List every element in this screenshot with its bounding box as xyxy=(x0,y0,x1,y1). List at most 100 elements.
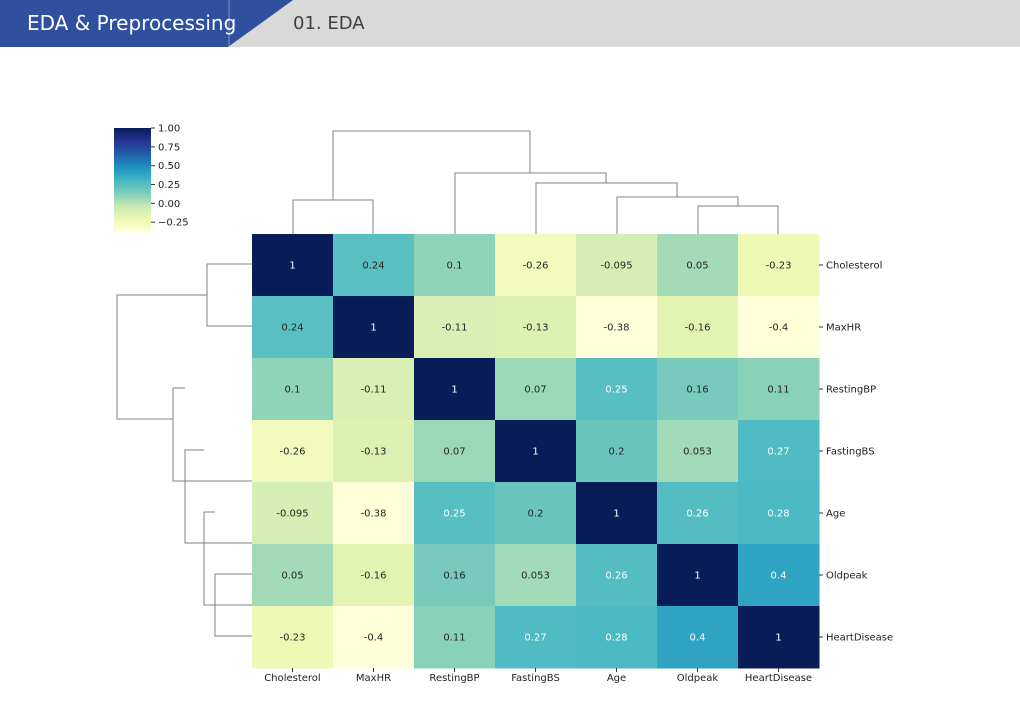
heatmap-cell xyxy=(495,358,577,421)
row-labels: Cholesterol MaxHR RestingBP FastingBS Age Old… xyxy=(819,261,893,644)
cell-annotation: 0.053 xyxy=(683,447,712,458)
colorbar-segment xyxy=(114,150,151,153)
colorbar-segment xyxy=(114,152,151,155)
column-dendrogram xyxy=(292,130,779,234)
cell-annotation: 0.16 xyxy=(686,385,708,396)
cell-annotation: 0.07 xyxy=(443,447,465,458)
colorbar-tick-label: 1.00 xyxy=(158,124,180,135)
cell-annotation: -0.26 xyxy=(280,447,306,458)
colorbar-segment xyxy=(114,230,151,233)
cell-annotation: 1 xyxy=(451,385,457,396)
heatmap-cell xyxy=(495,544,577,607)
colorbar-segment xyxy=(114,176,151,179)
cell-annotation: 0.25 xyxy=(605,385,627,396)
colorbar-segment xyxy=(114,193,151,197)
cell-annotation: 0.26 xyxy=(605,571,627,582)
row-dendrogram-link xyxy=(172,387,252,482)
heatmap-cell xyxy=(495,420,577,483)
heatmap-cell xyxy=(738,420,820,483)
cell-annotation: 1 xyxy=(370,323,376,334)
colorbar-segment xyxy=(114,134,151,138)
cell-annotation: 0.1 xyxy=(447,261,463,272)
cell-annotation: -0.13 xyxy=(361,447,387,458)
cell-annotation: -0.23 xyxy=(280,633,306,644)
colorbar-segment xyxy=(114,173,151,176)
heatmap-cell xyxy=(252,606,334,669)
cell-annotation: 1 xyxy=(613,509,619,520)
heatmap-cell xyxy=(252,234,334,297)
column-dendrogram-link xyxy=(454,172,607,234)
colorbar-segment xyxy=(114,197,151,200)
row-dendrogram-link xyxy=(203,511,252,606)
heatmap-cell xyxy=(414,482,496,545)
cell-annotation: -0.16 xyxy=(685,323,711,334)
heatmap-cell xyxy=(333,358,415,421)
cell-annotation: 0.27 xyxy=(767,447,789,458)
colorbar-segment xyxy=(114,209,151,212)
colorbar-tick-label: 0.25 xyxy=(158,180,180,191)
cell-annotation: 0.1 xyxy=(285,385,301,396)
heatmap-cell xyxy=(657,358,739,421)
row-dendrogram xyxy=(116,263,252,637)
colorbar-segment xyxy=(114,185,151,188)
colorbar-tick-label: 0.00 xyxy=(158,199,180,210)
cell-annotation: 0.28 xyxy=(767,509,789,520)
heatmap-cell xyxy=(738,234,820,297)
colorbar-segment xyxy=(114,206,151,209)
colorbar-segment xyxy=(114,207,151,211)
heatmap-cell xyxy=(738,482,820,545)
cell-annotation: 0.24 xyxy=(362,261,384,272)
colorbar-segment xyxy=(114,188,151,191)
colorbar-segment xyxy=(114,140,151,143)
cell-annotation: 0.28 xyxy=(605,633,627,644)
colorbar-segment xyxy=(114,157,151,160)
heatmap-cell xyxy=(252,358,334,421)
colorbar-segment xyxy=(114,214,151,217)
colorbar-segment xyxy=(114,223,151,226)
colorbar-segment xyxy=(114,129,151,133)
heatmap-cell xyxy=(738,606,820,669)
colorbar-segment xyxy=(114,180,151,183)
colorbar-segment xyxy=(114,226,151,230)
colorbar-segment xyxy=(114,160,151,164)
cell-annotation: 1 xyxy=(532,447,538,458)
heatmap-cell xyxy=(576,420,658,483)
colorbar-segment xyxy=(114,202,151,205)
row-label: HeartDisease xyxy=(826,633,893,644)
colorbar-segment xyxy=(114,212,151,216)
colorbar-segment xyxy=(114,192,151,195)
cell-annotation: 0.11 xyxy=(767,385,789,396)
heatmap-cell xyxy=(252,296,334,359)
heatmap-grid: 1 0.24 0.1 -0.26 -0.095 0.05 -0.23 0.24 1 -0.11 -0… xyxy=(252,234,820,669)
heatmap-cell xyxy=(414,606,496,669)
cell-annotation: -0.11 xyxy=(361,385,387,396)
column-dendrogram-link xyxy=(332,130,531,200)
colorbar-segment xyxy=(114,228,151,231)
colorbar-segment xyxy=(114,131,151,134)
colorbar-segment xyxy=(114,178,151,181)
colorbar-segment xyxy=(114,159,151,162)
column-label: RestingBP xyxy=(429,673,479,684)
colorbar-segment xyxy=(114,204,151,207)
colorbar-segment xyxy=(114,195,151,198)
cell-annotation: 0.07 xyxy=(524,385,546,396)
heatmap-cell xyxy=(252,420,334,483)
heatmap-cell xyxy=(576,358,658,421)
heatmap-cell xyxy=(333,544,415,607)
cell-annotation: 0.16 xyxy=(443,571,465,582)
cell-annotation: 0.4 xyxy=(690,633,706,644)
heatmap-cell xyxy=(495,296,577,359)
cell-annotation: 0.27 xyxy=(524,633,546,644)
column-label: HeartDisease xyxy=(745,673,812,684)
heatmap-cell xyxy=(657,482,739,545)
column-dendrogram-link xyxy=(292,199,374,234)
heatmap-cell xyxy=(657,234,739,297)
colorbar-segment xyxy=(114,221,151,224)
colorbar-tick-label: 0.50 xyxy=(158,161,180,172)
cell-annotation: -0.13 xyxy=(523,323,549,334)
column-label: Oldpeak xyxy=(677,673,719,684)
heatmap-cell xyxy=(657,420,739,483)
column-label: FastingBS xyxy=(511,673,560,684)
row-dendrogram-link xyxy=(206,263,252,327)
